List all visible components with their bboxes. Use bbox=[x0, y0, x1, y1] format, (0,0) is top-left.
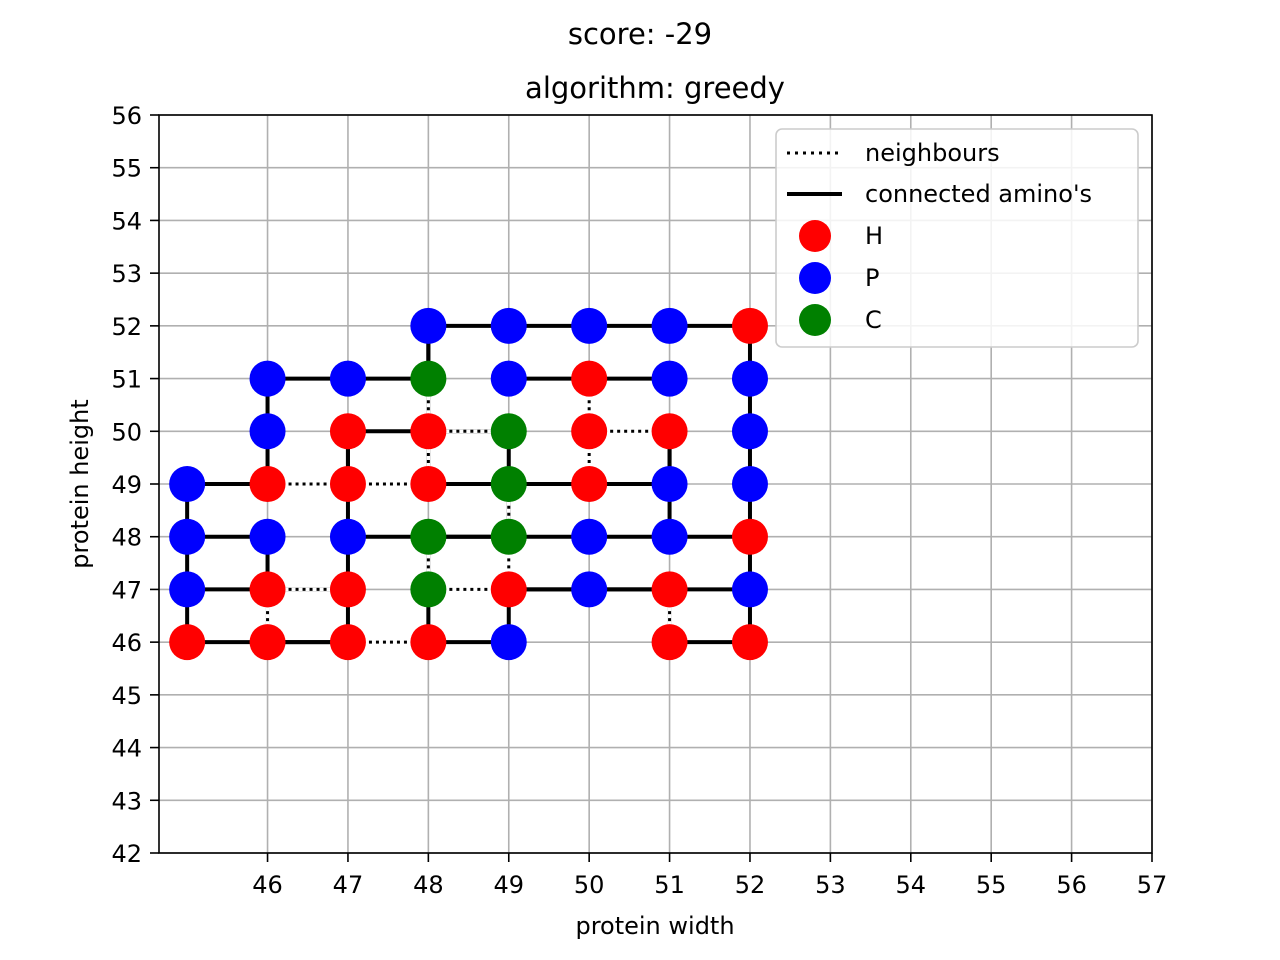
x-tick-label-47: 47 bbox=[333, 871, 364, 899]
y-tick-label-51: 51 bbox=[111, 366, 142, 394]
amino-point-p-50-48 bbox=[571, 518, 608, 555]
amino-point-c-48-47 bbox=[410, 571, 447, 608]
legend-box bbox=[775, 128, 1139, 348]
x-tick-label-55: 55 bbox=[976, 871, 1007, 899]
legend-p-label: P bbox=[865, 264, 879, 292]
chart-suptitle: score: -29 bbox=[568, 17, 712, 51]
amino-point-h-52-48 bbox=[731, 518, 768, 555]
amino-point-p-47-48 bbox=[329, 518, 366, 555]
amino-point-p-50-52 bbox=[571, 307, 608, 344]
y-tick-label-45: 45 bbox=[111, 682, 142, 710]
amino-point-h-49-47 bbox=[490, 571, 527, 608]
amino-point-h-51-50 bbox=[651, 413, 688, 450]
amino-point-h-45-46 bbox=[169, 624, 206, 661]
amino-point-p-49-51 bbox=[490, 360, 527, 397]
x-tick-label-50: 50 bbox=[574, 871, 605, 899]
x-tick-label-53: 53 bbox=[815, 871, 846, 899]
amino-point-h-51-46 bbox=[651, 624, 688, 661]
amino-point-h-52-52 bbox=[731, 307, 768, 344]
amino-point-h-46-47 bbox=[249, 571, 286, 608]
x-tick-label-51: 51 bbox=[654, 871, 685, 899]
amino-point-p-45-48 bbox=[169, 518, 206, 555]
amino-point-h-48-46 bbox=[410, 624, 447, 661]
amino-point-c-49-49 bbox=[490, 466, 527, 502]
legend-h-label: H bbox=[865, 222, 883, 250]
x-axis-label: protein width bbox=[575, 912, 734, 940]
legend: neighbours connected amino's H P C bbox=[775, 128, 1139, 348]
amino-point-p-48-52 bbox=[410, 307, 447, 344]
amino-point-h-47-50 bbox=[329, 413, 366, 450]
amino-point-h-46-46 bbox=[249, 624, 286, 661]
amino-point-h-52-46 bbox=[731, 624, 768, 661]
y-tick-label-50: 50 bbox=[111, 418, 142, 446]
x-tick-label-56: 56 bbox=[1056, 871, 1087, 899]
y-axis-ticks: 42 43 44 45 46 47 48 49 50 51 52 53 54 55 56 bbox=[111, 102, 159, 868]
amino-point-h-47-49 bbox=[329, 466, 366, 502]
amino-point-p-52-47 bbox=[731, 571, 768, 608]
legend-p-marker bbox=[799, 262, 831, 294]
amino-point-p-47-51 bbox=[329, 360, 366, 397]
amino-point-p-51-51 bbox=[651, 360, 688, 397]
amino-point-c-49-48 bbox=[490, 518, 527, 555]
x-tick-label-54: 54 bbox=[896, 871, 927, 899]
amino-point-p-49-46 bbox=[490, 624, 527, 661]
y-tick-label-44: 44 bbox=[111, 735, 142, 763]
x-tick-label-48: 48 bbox=[413, 871, 444, 899]
x-tick-label-57: 57 bbox=[1137, 871, 1168, 899]
y-tick-label-52: 52 bbox=[111, 313, 142, 341]
y-tick-label-54: 54 bbox=[111, 207, 142, 235]
y-tick-label-47: 47 bbox=[111, 576, 142, 604]
chart-title: algorithm: greedy bbox=[525, 71, 785, 105]
amino-point-c-48-48 bbox=[410, 518, 447, 555]
amino-point-h-50-50 bbox=[571, 413, 608, 450]
y-tick-label-43: 43 bbox=[111, 787, 142, 815]
legend-h-marker bbox=[799, 220, 831, 252]
y-tick-label-53: 53 bbox=[111, 260, 142, 288]
amino-points bbox=[169, 307, 768, 661]
amino-point-p-52-49 bbox=[731, 466, 768, 502]
amino-point-p-49-52 bbox=[490, 307, 527, 344]
y-tick-label-42: 42 bbox=[111, 840, 142, 868]
amino-point-h-46-49 bbox=[249, 466, 286, 502]
amino-point-p-50-47 bbox=[571, 571, 608, 608]
amino-point-h-48-50 bbox=[410, 413, 447, 450]
x-tick-label-52: 52 bbox=[735, 871, 766, 899]
amino-point-c-49-50 bbox=[490, 413, 527, 450]
amino-point-p-51-49 bbox=[651, 466, 688, 502]
y-tick-label-56: 56 bbox=[111, 102, 142, 130]
amino-point-c-48-51 bbox=[410, 360, 447, 397]
amino-point-p-46-50 bbox=[249, 413, 286, 450]
amino-point-p-51-52 bbox=[651, 307, 688, 344]
amino-point-p-45-47 bbox=[169, 571, 206, 608]
y-axis-label: protein height bbox=[66, 399, 94, 568]
amino-point-p-45-49 bbox=[169, 466, 206, 502]
amino-point-h-48-49 bbox=[410, 466, 447, 502]
amino-point-p-52-51 bbox=[731, 360, 768, 397]
amino-point-h-51-47 bbox=[651, 571, 688, 608]
y-tick-label-46: 46 bbox=[111, 629, 142, 657]
amino-point-h-50-49 bbox=[571, 466, 608, 502]
x-tick-label-46: 46 bbox=[252, 871, 283, 899]
amino-point-h-47-46 bbox=[329, 624, 366, 661]
amino-point-p-46-48 bbox=[249, 518, 286, 555]
legend-neighbours-label: neighbours bbox=[865, 139, 1000, 167]
x-tick-label-49: 49 bbox=[493, 871, 524, 899]
amino-point-p-51-48 bbox=[651, 518, 688, 555]
amino-point-h-50-51 bbox=[571, 360, 608, 397]
legend-c-label: C bbox=[865, 306, 882, 334]
y-tick-label-48: 48 bbox=[111, 524, 142, 552]
amino-point-p-52-50 bbox=[731, 413, 768, 450]
amino-point-h-47-47 bbox=[329, 571, 366, 608]
x-axis-ticks: 46 47 48 49 50 51 52 53 54 55 56 57 bbox=[252, 853, 1167, 899]
legend-connected-label: connected amino's bbox=[865, 180, 1092, 208]
y-tick-label-55: 55 bbox=[111, 155, 142, 183]
amino-point-p-46-51 bbox=[249, 360, 286, 397]
y-tick-label-49: 49 bbox=[111, 471, 142, 499]
legend-c-marker bbox=[799, 304, 831, 336]
